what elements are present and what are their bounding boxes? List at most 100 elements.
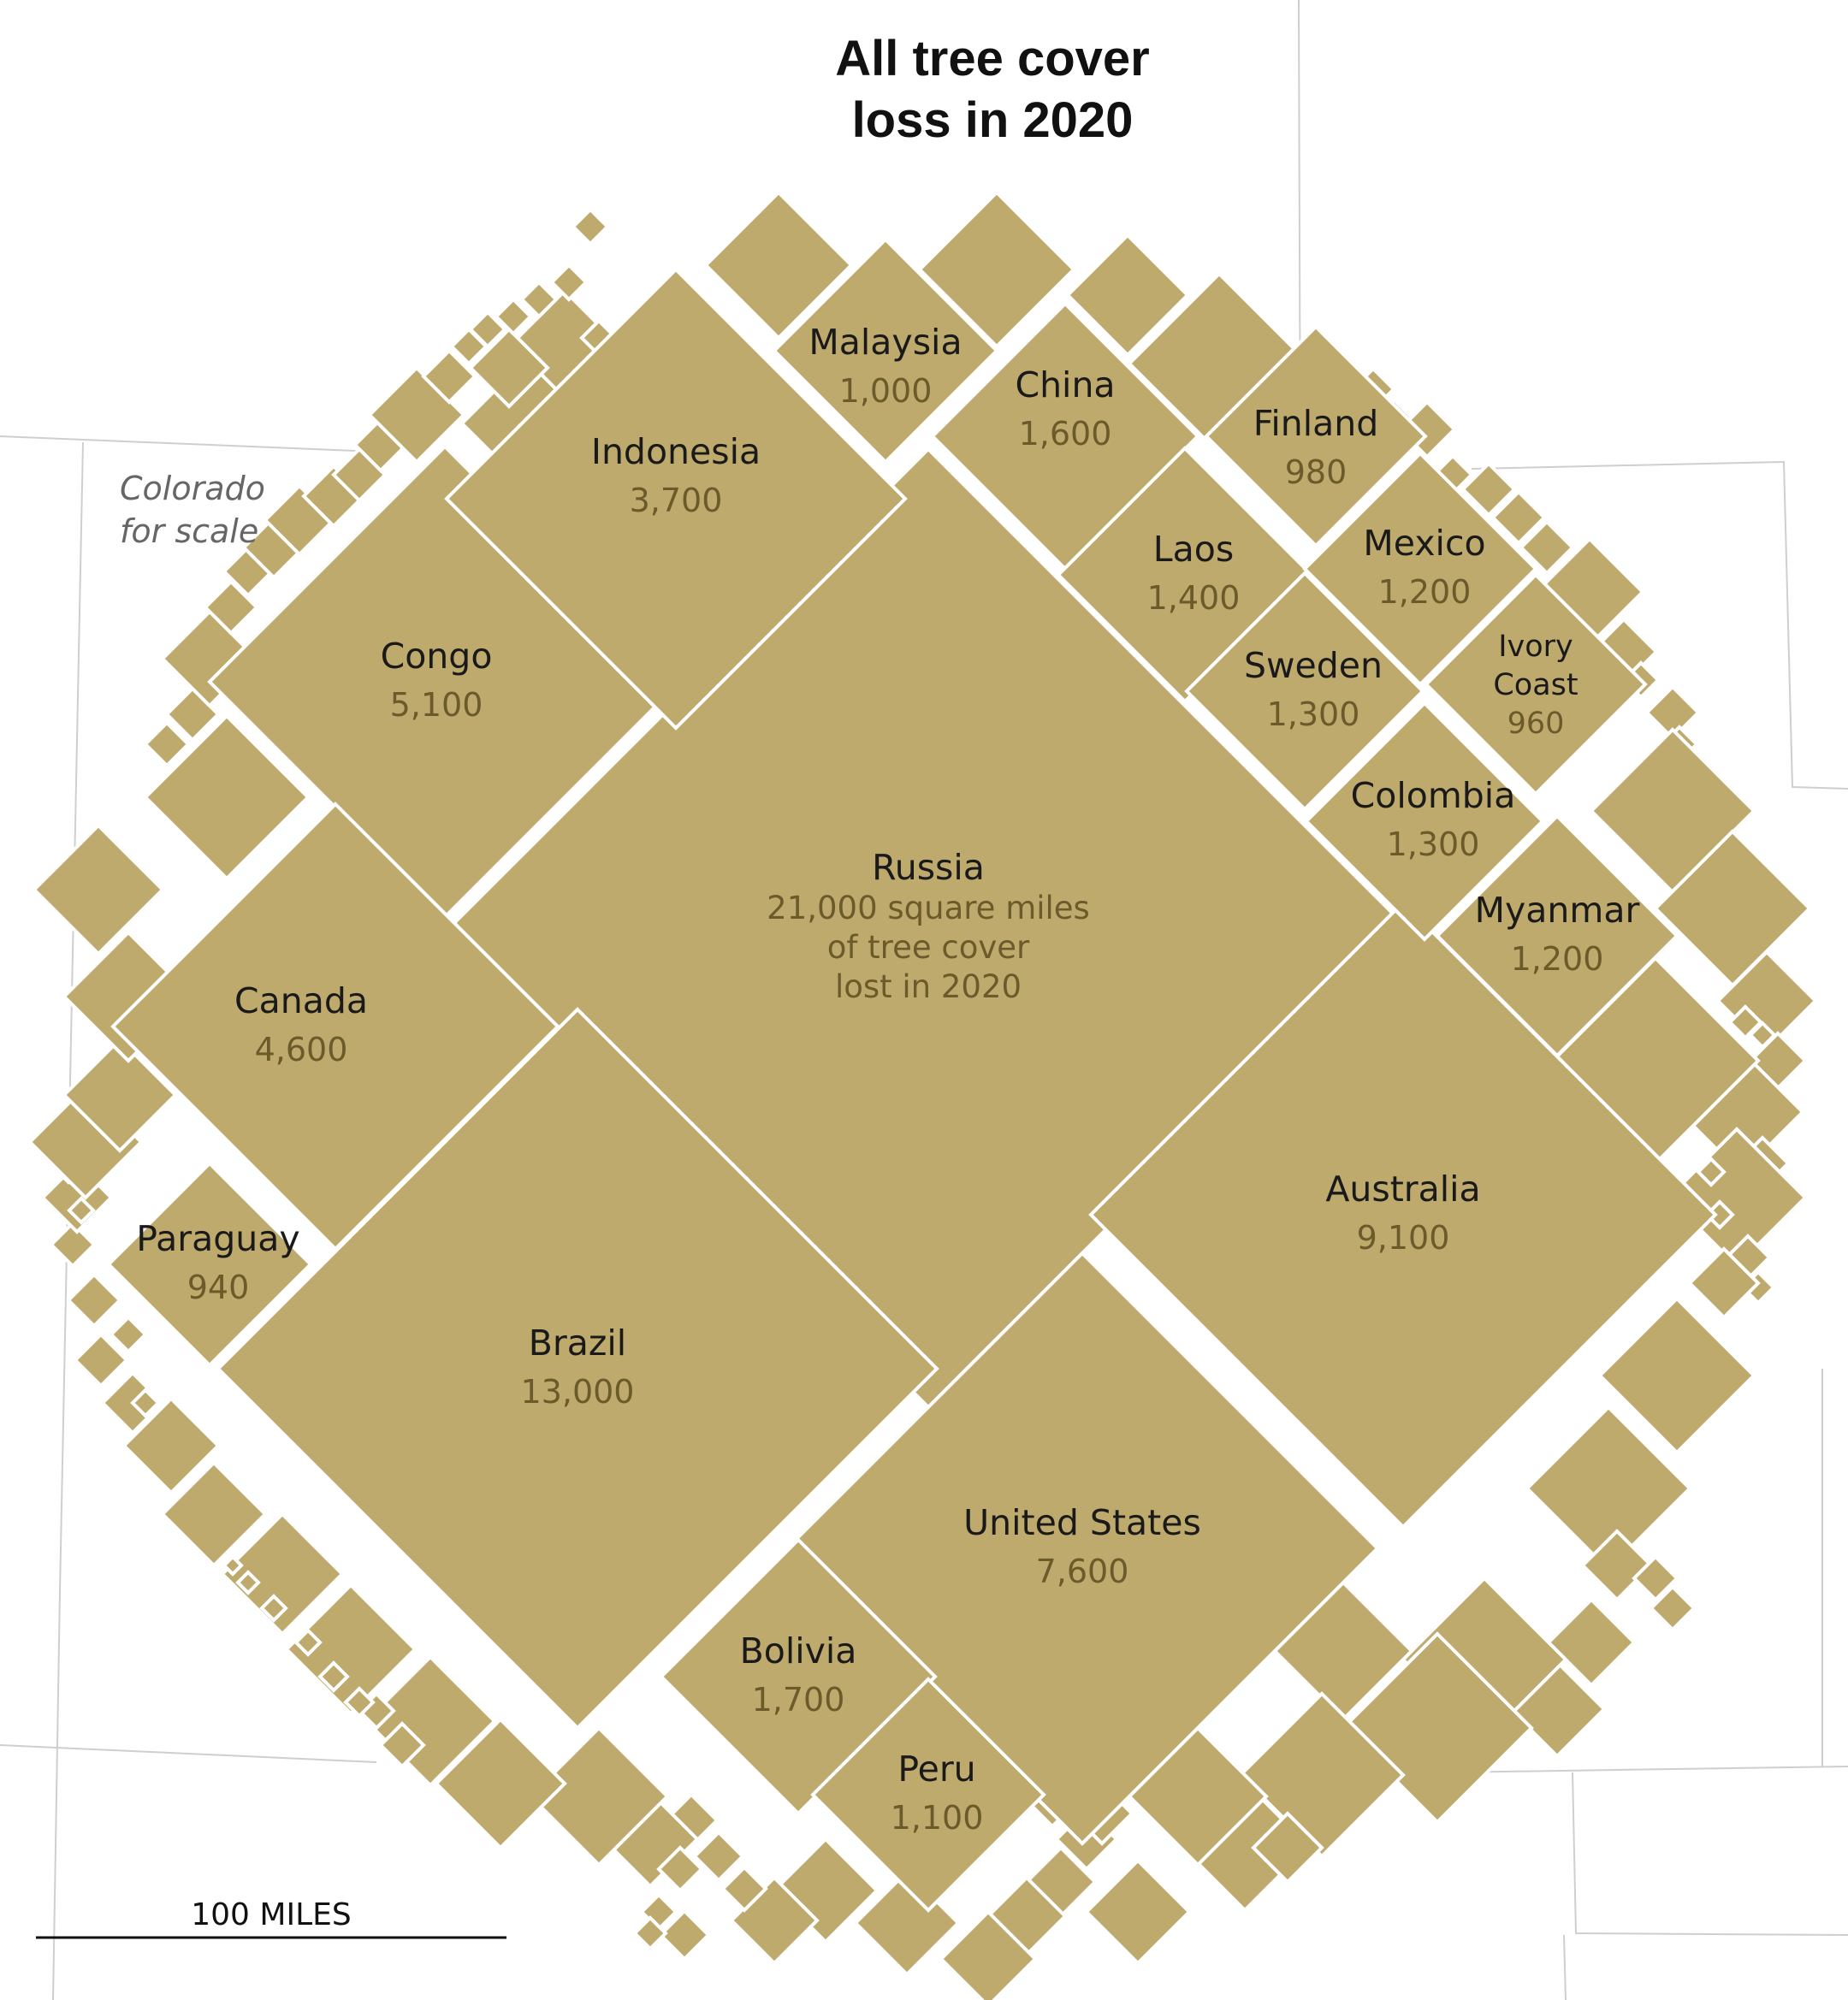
country-value-label-russia: 21,000 square miles xyxy=(767,890,1090,926)
scale-bar-label: 100 MILES xyxy=(191,1897,352,1932)
country-name-label-paraguay: Paraguay xyxy=(136,1218,299,1259)
country-value-label-mexico: 1,200 xyxy=(1378,573,1472,611)
country-value-label-china: 1,600 xyxy=(1019,415,1112,453)
state-border-line xyxy=(1445,1766,1848,1773)
other-country-diamond xyxy=(66,1272,122,1328)
diamond-myanmar xyxy=(1435,814,1679,1058)
other-country-diamond xyxy=(203,579,259,636)
other-country-diamond xyxy=(1649,1584,1697,1632)
other-country-diamond xyxy=(1632,1554,1679,1602)
colorado-note-line-1: Colorado xyxy=(120,470,265,507)
country-name-label-malaysia: Malaysia xyxy=(808,322,962,363)
other-country-diamond xyxy=(658,1908,711,1962)
country-value-label-laos: 1,400 xyxy=(1147,579,1241,617)
country-value-label-united-states: 7,600 xyxy=(1036,1553,1129,1590)
other-country-diamond xyxy=(259,1594,288,1623)
other-country-diamond xyxy=(67,1196,96,1225)
country-name-label-myanmar: Myanmar xyxy=(1475,890,1640,931)
other-country-diamond xyxy=(939,1909,1038,2000)
other-country-diamond xyxy=(121,1396,221,1495)
country-value-label-indonesia: 3,700 xyxy=(630,482,723,519)
other-country-diamond xyxy=(1460,461,1517,518)
other-country-diamond xyxy=(703,190,854,340)
country-value-label-sweden: 1,300 xyxy=(1267,695,1360,733)
other-country-diamond xyxy=(160,1460,268,1568)
other-country-diamond xyxy=(468,327,550,409)
country-value-label-russia: lost in 2020 xyxy=(835,968,1022,1005)
diamond-finland xyxy=(1204,324,1428,548)
other-country-diamond xyxy=(656,1845,704,1893)
other-country-diamond xyxy=(421,348,477,405)
other-country-diamond xyxy=(235,1570,261,1595)
country-name-label-ivory-coast: Ivory xyxy=(1498,630,1573,664)
country-name-label-china: China xyxy=(1015,364,1115,405)
diamond-paraguay xyxy=(106,1161,313,1368)
state-border-line xyxy=(1471,460,1848,790)
other-country-diamond xyxy=(434,1717,567,1850)
other-country-diamond xyxy=(549,263,589,302)
other-country-diamond xyxy=(378,1721,426,1769)
other-country-diamond xyxy=(73,1332,129,1388)
country-name-label-canada: Canada xyxy=(234,980,368,1021)
other-country-diamond xyxy=(468,310,507,349)
other-country-diamond xyxy=(49,1221,97,1269)
country-value-label-russia: of tree cover xyxy=(827,929,1030,966)
country-value-label-bolivia: 1,700 xyxy=(752,1681,845,1719)
country-name-label-bolivia: Bolivia xyxy=(740,1630,857,1672)
diamond-colombia xyxy=(1304,701,1545,942)
other-country-diamond xyxy=(1597,1296,1756,1455)
other-country-diamond xyxy=(720,1865,768,1913)
country-name-label-sweden: Sweden xyxy=(1244,645,1383,686)
country-name-label-congo: Congo xyxy=(381,636,493,677)
other-country-diamond xyxy=(1238,1691,1406,1859)
state-border-line xyxy=(1572,1772,1848,1936)
other-country-diamond xyxy=(1490,489,1547,546)
other-country-diamond xyxy=(1748,1021,1777,1050)
diamond-ivory-coast xyxy=(1424,572,1648,796)
diamond-australia xyxy=(1088,900,1718,1530)
other-country-diamond xyxy=(293,1628,323,1657)
chart-title-line-2: loss in 2020 xyxy=(852,92,1134,148)
diamond-indonesia xyxy=(444,267,908,731)
chart-title-line-1: All tree cover xyxy=(835,31,1150,86)
other-country-diamond xyxy=(130,1388,161,1418)
other-country-diamond xyxy=(109,1315,148,1354)
country-diamonds xyxy=(27,190,1818,2000)
other-country-diamond xyxy=(343,1686,376,1719)
other-country-diamond xyxy=(917,190,1076,349)
country-value-label-colombia: 1,300 xyxy=(1387,825,1480,863)
other-country-diamond xyxy=(143,720,191,768)
country-name-label-russia: Russia xyxy=(872,847,985,888)
country-value-label-malaysia: 1,000 xyxy=(839,372,933,410)
other-country-diamond xyxy=(284,1583,418,1716)
country-value-label-paraguay: 940 xyxy=(187,1269,250,1306)
other-country-diamond xyxy=(1546,1597,1637,1688)
country-value-label-myanmar: 1,200 xyxy=(1511,940,1604,978)
other-country-diamond xyxy=(1580,1529,1654,1602)
country-name-label-indonesia: Indonesia xyxy=(591,431,761,472)
diamond-peru xyxy=(810,1677,1046,1913)
state-border-line xyxy=(0,1744,377,1763)
other-country-diamond xyxy=(317,1660,350,1693)
diamond-malaysia xyxy=(772,237,999,464)
country-name-label-ivory-coast: Coast xyxy=(1493,668,1578,702)
other-country-diamond xyxy=(1727,1004,1763,1040)
other-country-diamond xyxy=(220,1512,345,1636)
other-country-diamond xyxy=(1251,1811,1324,1885)
other-country-diamond xyxy=(632,1915,668,1951)
country-value-label-finland: 980 xyxy=(1285,453,1348,491)
diamond-mexico xyxy=(1302,451,1538,687)
country-value-label-ivory-coast: 960 xyxy=(1507,707,1565,741)
other-country-diamond xyxy=(1687,1246,1761,1320)
colorado-note-line-2: for scale xyxy=(120,512,258,550)
diamond-brazil xyxy=(216,1007,939,1731)
diamond-sweden xyxy=(1184,571,1425,812)
other-country-diamond xyxy=(1519,519,1575,576)
country-value-label-peru: 1,100 xyxy=(891,1799,984,1837)
other-country-diamond xyxy=(1084,1858,1192,1966)
other-country-diamond xyxy=(692,1830,745,1883)
state-border-line xyxy=(1563,1934,1567,2000)
country-name-label-mexico: Mexico xyxy=(1363,523,1485,564)
country-name-label-laos: Laos xyxy=(1153,529,1234,570)
